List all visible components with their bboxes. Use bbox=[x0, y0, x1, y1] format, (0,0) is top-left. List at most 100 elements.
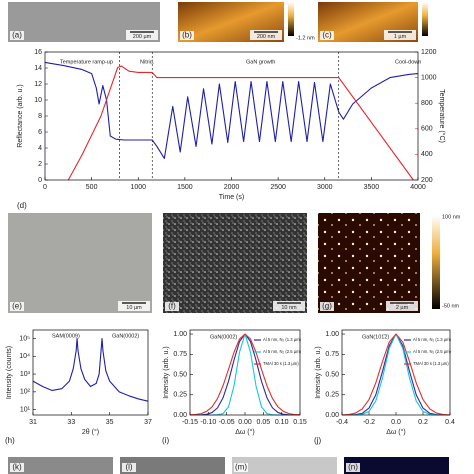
plot-frame bbox=[189, 329, 301, 416]
panel-label: (b) bbox=[182, 31, 192, 40]
series-line bbox=[190, 333, 300, 416]
y2-tick-label: 200 bbox=[421, 177, 433, 184]
colorbar-label: -1.2 nm bbox=[296, 35, 315, 41]
panel-label-bg bbox=[346, 463, 360, 472]
series-line bbox=[67, 65, 414, 181]
x-tick-label: -0.4 bbox=[336, 419, 348, 426]
annotation: Temperature ramp-up bbox=[60, 59, 113, 65]
series-line bbox=[342, 333, 450, 416]
y-tick-label: 6 bbox=[38, 129, 42, 136]
y-tick-label: 0.50 bbox=[173, 371, 187, 378]
y-tick-label: 16 bbox=[34, 49, 42, 56]
panel-label-bg bbox=[10, 302, 24, 311]
y-axis-label: Reflectance (arb. u.) bbox=[17, 84, 24, 147]
x-tick-label: 0.2 bbox=[418, 419, 428, 426]
legend-label: Al 5 nm, N₂ (2.5 µm) bbox=[263, 349, 302, 354]
annotation: GaN(0002) bbox=[112, 333, 139, 339]
panel-label-bg bbox=[165, 302, 179, 311]
scale-label: 200 µm bbox=[133, 34, 152, 40]
x-tick-label: 0.00 bbox=[238, 419, 252, 426]
colorbar-b bbox=[288, 2, 294, 36]
y-axis-label: Intensity (arb. u.) bbox=[315, 346, 322, 399]
image-n bbox=[344, 457, 449, 474]
y-tick-label: 0 bbox=[38, 177, 42, 184]
scale-bar-bg bbox=[126, 30, 158, 40]
scale-bar-bg bbox=[118, 301, 150, 311]
y2-tick-label: 1000 bbox=[421, 74, 437, 81]
panel-label: (i) bbox=[162, 436, 169, 445]
y-axis-label: Intensity (arb. u.) bbox=[163, 346, 170, 399]
y-tick-label: 10⁴ bbox=[19, 353, 30, 360]
scale-bar-bg bbox=[384, 30, 416, 40]
panel-label-bg bbox=[180, 31, 194, 40]
x-axis-label: Δω (°) bbox=[235, 428, 255, 436]
panel-label-bg bbox=[10, 463, 24, 472]
afm-g bbox=[318, 213, 420, 313]
panel-label: (a) bbox=[12, 31, 22, 40]
legend-label: Al 5 nm, N₂ (1.3 µm) bbox=[263, 337, 302, 342]
scale-label: 1 µm bbox=[394, 34, 407, 40]
y-tick-label: 0.25 bbox=[325, 392, 339, 399]
panel-label: (f) bbox=[168, 302, 176, 311]
x-tick-label: -0.05 bbox=[219, 419, 235, 426]
x-tick-label: -0.2 bbox=[363, 419, 375, 426]
series-line bbox=[341, 333, 451, 416]
x-tick-label: 0.10 bbox=[275, 419, 289, 426]
x-tick-label: 1000 bbox=[130, 184, 146, 191]
legend-label: TMAl 30 s (1.3 µm) bbox=[413, 361, 449, 366]
panel-label-bg bbox=[10, 31, 24, 40]
y-tick-label: 10¹ bbox=[20, 406, 31, 413]
y-tick-label: 14 bbox=[34, 65, 42, 72]
scale-label: 2 µm bbox=[396, 305, 409, 311]
x-tick-label: 0 bbox=[43, 184, 47, 191]
panel-label-bg bbox=[320, 31, 334, 40]
scale-bar-bg bbox=[250, 30, 282, 40]
panel-label: (e) bbox=[12, 302, 22, 311]
scale-bar-bg bbox=[273, 301, 305, 311]
series-line bbox=[341, 333, 451, 416]
panel-label: (c) bbox=[322, 31, 332, 40]
annotation: Nitrid. bbox=[140, 59, 155, 65]
x-tick-label: 35 bbox=[106, 419, 114, 426]
panel-label: (m) bbox=[235, 463, 247, 472]
y-tick-label: 0.00 bbox=[173, 412, 187, 419]
y2-tick-label: 1200 bbox=[421, 49, 437, 56]
micrograph-f bbox=[163, 213, 307, 313]
x-tick-label: 37 bbox=[144, 419, 152, 426]
image-m bbox=[232, 457, 337, 474]
x-tick-label: 2500 bbox=[270, 184, 286, 191]
series-line bbox=[189, 333, 301, 416]
y2-tick-label: 400 bbox=[421, 151, 433, 158]
y2-tick-label: 800 bbox=[421, 100, 433, 107]
y2-tick-label: 600 bbox=[421, 126, 433, 133]
series-line bbox=[32, 337, 149, 402]
x-tick-label: 0.15 bbox=[293, 419, 307, 426]
y-tick-label: 0.00 bbox=[325, 412, 339, 419]
plot-frame bbox=[44, 51, 419, 181]
x-tick-label: 33 bbox=[67, 419, 75, 426]
y-tick-label: 10³ bbox=[20, 371, 31, 378]
colorbar-label: -50 nm bbox=[442, 303, 460, 309]
x-axis-label: Time (s) bbox=[219, 194, 244, 201]
y-tick-label: 10 bbox=[34, 97, 42, 104]
plot-frame bbox=[341, 329, 451, 416]
scale-label: 10 µm bbox=[126, 305, 142, 311]
y-tick-label: 10² bbox=[20, 389, 31, 396]
scale-bar-bg bbox=[386, 301, 418, 311]
y-tick-label: 0.25 bbox=[173, 392, 187, 399]
x-axis-label: 2θ (°) bbox=[82, 428, 99, 436]
x-axis-label: Δω (°) bbox=[386, 428, 406, 436]
panel-label-bg bbox=[320, 302, 334, 311]
y-tick-label: 12 bbox=[34, 81, 42, 88]
y-tick-label: 10⁵ bbox=[19, 335, 30, 342]
x-tick-label: 3500 bbox=[364, 184, 380, 191]
y-tick-label: 1.00 bbox=[325, 331, 339, 338]
annotation: GaN growth bbox=[246, 59, 275, 65]
y-tick-label: 0.50 bbox=[325, 371, 339, 378]
x-tick-label: 0.05 bbox=[257, 419, 271, 426]
annotation: GaN(101̄2) bbox=[362, 334, 389, 340]
annotation: GaN(0002) bbox=[210, 334, 237, 340]
colorbar-label: 100 nm bbox=[442, 214, 461, 220]
x-tick-label: 500 bbox=[86, 184, 98, 191]
